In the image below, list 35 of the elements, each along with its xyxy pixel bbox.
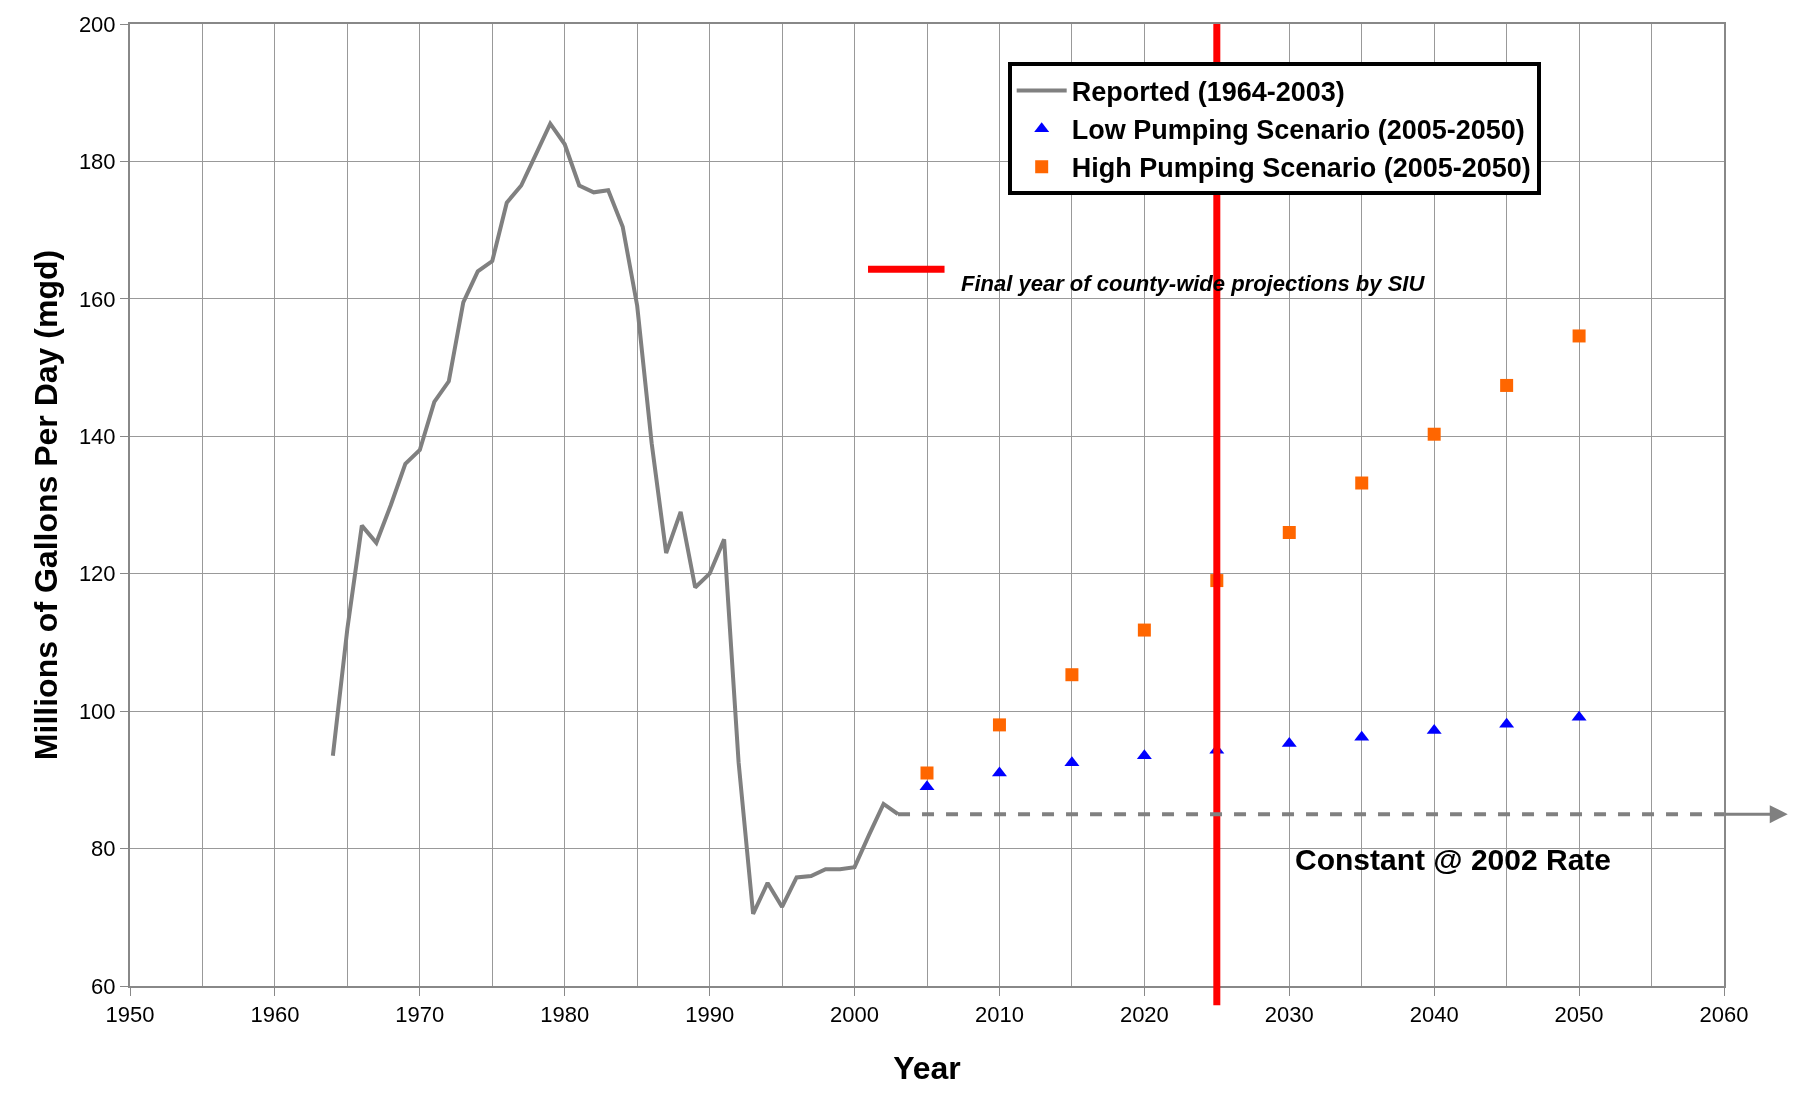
point: [1065, 668, 1079, 682]
x-tick-label: 2060: [1699, 1002, 1749, 1028]
x-tick-label: 2020: [1119, 1002, 1169, 1028]
legend-label: Reported (1964-2003): [1071, 77, 1345, 108]
ref-line-label: Constant @ 2002 Rate: [1294, 843, 1612, 876]
x-tick-label: 2030: [1264, 1002, 1314, 1028]
x-axis-title: Year: [893, 1049, 961, 1086]
point: [992, 718, 1006, 732]
x-tick-label: 1970: [395, 1002, 445, 1028]
x-tick-label: 1980: [540, 1002, 590, 1028]
legend-label: High Pumping Scenario (2005-2050): [1071, 153, 1531, 184]
x-tick-label: 2000: [830, 1002, 880, 1028]
point: [1427, 427, 1441, 441]
x-tick-label: 2040: [1409, 1002, 1459, 1028]
x-tick-label: 2010: [974, 1002, 1024, 1028]
x-tick-label: 1960: [250, 1002, 300, 1028]
x-tick-label: 1990: [685, 1002, 735, 1028]
point: [1282, 525, 1296, 539]
x-tick-label: 1950: [105, 1002, 155, 1028]
point: [1500, 378, 1514, 392]
y-tick-label: 140: [78, 423, 116, 449]
legend-label: Low Pumping Scenario (2005-2050): [1071, 115, 1525, 146]
y-axis-title: Millions of Gallons Per Day (mgd): [27, 249, 64, 761]
point: [1137, 623, 1151, 637]
y-tick-label: 80: [91, 836, 116, 862]
y-tick-label: 180: [78, 149, 116, 175]
y-tick-label: 60: [91, 973, 116, 999]
point: [920, 766, 934, 780]
point: [1572, 329, 1586, 343]
y-tick-label: 160: [78, 286, 116, 312]
y-tick-label: 120: [78, 561, 116, 587]
y-tick-label: 200: [78, 11, 116, 37]
y-tick-label: 100: [78, 698, 116, 724]
point: [1355, 476, 1369, 490]
x-tick-label: 2050: [1554, 1002, 1604, 1028]
